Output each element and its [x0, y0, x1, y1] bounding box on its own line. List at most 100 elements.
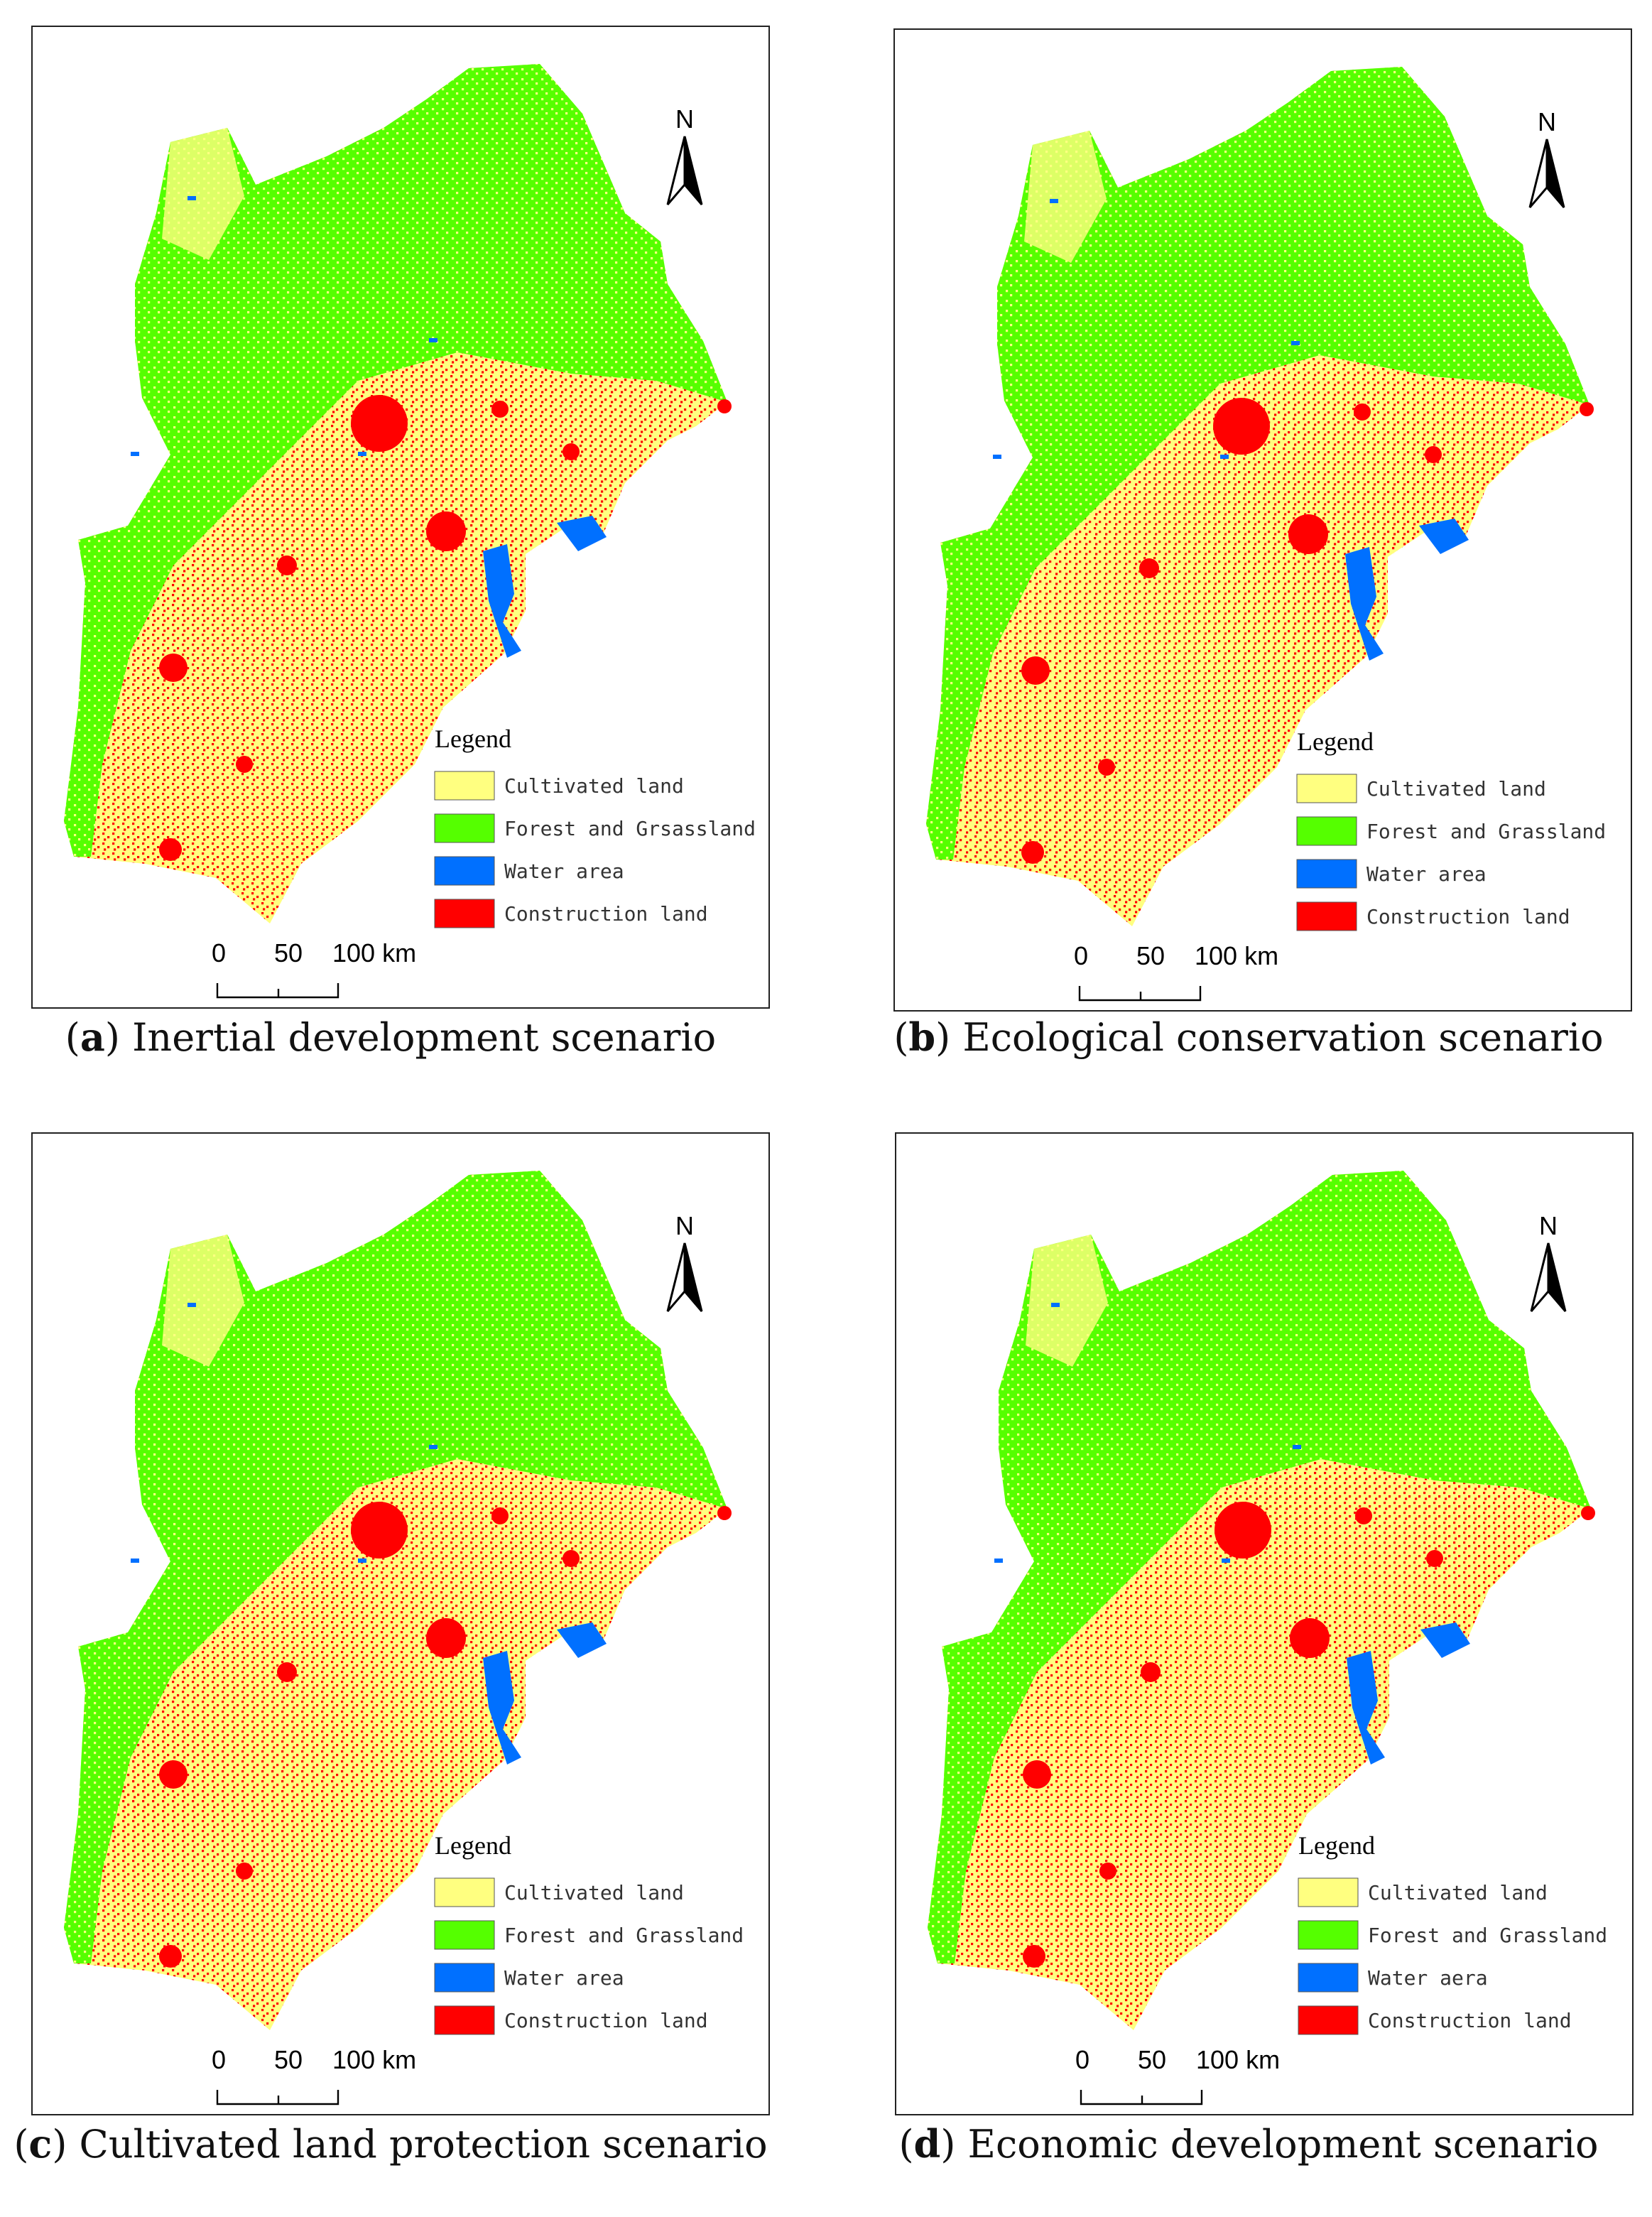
map-water: [1345, 519, 1469, 661]
legend-label: Cultivated land: [1366, 777, 1546, 801]
legend-label: Water area: [504, 1966, 624, 1990]
caption-text: ) Inertial development scenario: [104, 1015, 717, 1060]
caption-text: ) Ecological conservation scenario: [935, 1015, 1604, 1060]
legend-swatch: [434, 856, 495, 886]
scale-label: 100 km: [332, 938, 416, 967]
map-region: [1024, 131, 1107, 263]
caption-letter: c: [28, 2121, 53, 2167]
scale-bar: [1078, 986, 1202, 1002]
caption-letter: d: [913, 2121, 941, 2167]
map-water: [1291, 341, 1300, 345]
map-water: [131, 1559, 139, 1563]
scale-label: 0: [1074, 941, 1088, 970]
legend-label: Cultivated land: [1368, 1881, 1548, 1904]
map-urban: [1214, 1502, 1271, 1559]
map-urban: [1290, 1618, 1330, 1658]
map-urban: [1213, 398, 1270, 455]
map-panel: N Legend Cultivated land Forest and Grassla…: [31, 1132, 770, 2115]
legend-label: Construction land: [1366, 905, 1570, 928]
map-urban: [1354, 403, 1371, 421]
scale-label: 50: [1138, 2045, 1166, 2074]
map-urban: [563, 443, 580, 460]
scale-bar: [216, 2090, 339, 2105]
map-urban: [426, 1618, 466, 1658]
legend-title: Legend: [1298, 1831, 1375, 1860]
scale-label: 100 km: [1195, 941, 1278, 970]
north-arrow: [1547, 1242, 1567, 1312]
map-panel: N Legend Cultivated land Forest and Grassla…: [895, 1132, 1634, 2115]
map-urban: [159, 838, 182, 861]
map-urban: [236, 756, 253, 773]
north-label: N: [1538, 107, 1556, 136]
legend-swatch: [434, 1877, 495, 1907]
map-region: [1026, 1235, 1108, 1367]
legend-label: Construction land: [1368, 2009, 1572, 2032]
north-label: N: [675, 1211, 694, 1240]
legend-label: Cultivated land: [504, 774, 684, 798]
legend-swatch: [434, 771, 495, 801]
map-water: [131, 452, 139, 456]
map-urban: [1139, 558, 1159, 578]
legend-swatch: [1298, 1877, 1359, 1907]
scale-label: 50: [274, 2045, 303, 2074]
caption-text: ) Cultivated land protection scenario: [52, 2122, 768, 2167]
scale-label: 0: [212, 938, 226, 967]
map-urban: [277, 555, 297, 575]
north-arrow: [1545, 139, 1565, 208]
map-urban: [1023, 1945, 1045, 1968]
legend-label: Cultivated land: [504, 1881, 684, 1904]
map-water: [1293, 1445, 1301, 1449]
caption-prefix: (: [65, 1015, 80, 1060]
legend-title: Legend: [435, 1831, 511, 1860]
legend-title: Legend: [435, 725, 511, 753]
map-urban: [717, 1506, 732, 1520]
map-water: [1051, 1303, 1060, 1307]
map-urban: [491, 401, 509, 418]
map-water: [1222, 1559, 1230, 1563]
map-urban: [1580, 402, 1594, 416]
scale-label: 0: [1075, 2045, 1089, 2074]
map-urban: [159, 1945, 182, 1968]
map-water: [1050, 199, 1058, 203]
caption-text: ) Economic development scenario: [940, 2122, 1599, 2167]
map-urban: [159, 654, 188, 682]
legend-label: Forest and Grassland: [1368, 1924, 1607, 1947]
north-label: N: [1539, 1211, 1558, 1240]
scale-label: 0: [212, 2045, 226, 2074]
legend-swatch: [1298, 2005, 1359, 2035]
north-arrow: [683, 1242, 703, 1312]
map-water: [1220, 455, 1229, 459]
panel-caption: (d) Economic development scenario: [858, 2121, 1639, 2167]
map-urban: [717, 399, 732, 413]
legend-swatch: [1296, 859, 1357, 889]
map-water: [1347, 1622, 1470, 1765]
legend-swatch: [434, 813, 495, 843]
map-urban: [1099, 1863, 1116, 1880]
legend-swatch: [1296, 816, 1357, 846]
map-urban: [1023, 1760, 1051, 1789]
scale-label: 50: [1136, 941, 1165, 970]
legend-swatch: [434, 899, 495, 928]
map-urban: [1581, 1506, 1595, 1520]
scale-bar: [1080, 2090, 1203, 2105]
map-water: [358, 1559, 366, 1563]
map-urban: [236, 1863, 253, 1880]
north-label: N: [675, 104, 694, 134]
map-water: [429, 338, 438, 342]
map-urban: [563, 1550, 580, 1567]
panel-caption: (c) Cultivated land protection scenario: [0, 2121, 781, 2167]
caption-prefix: (: [893, 1015, 909, 1060]
map-urban: [351, 395, 408, 452]
map-region: [162, 1235, 244, 1367]
scale-label: 100 km: [332, 2045, 416, 2074]
map-region: [64, 64, 727, 857]
caption-prefix: (: [898, 2122, 914, 2167]
north-arrow: [683, 136, 703, 205]
panel-caption: (a) Inertial development scenario: [0, 1014, 781, 1060]
map-water: [483, 1622, 607, 1765]
legend-title: Legend: [1297, 727, 1374, 756]
map-urban: [1021, 656, 1050, 685]
map-water: [358, 452, 366, 456]
map-urban: [1355, 1507, 1372, 1524]
